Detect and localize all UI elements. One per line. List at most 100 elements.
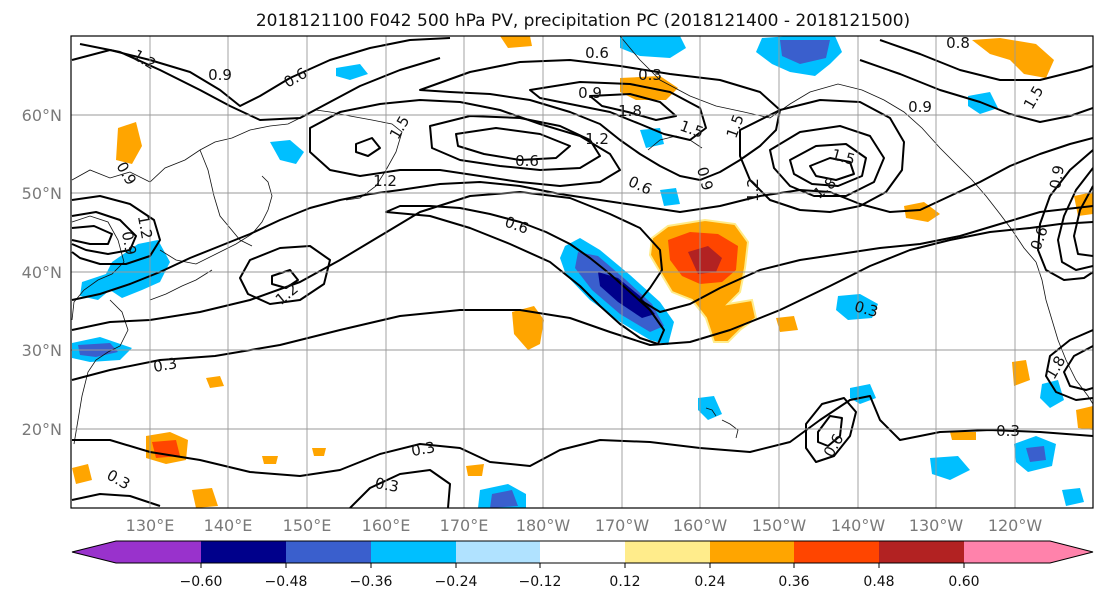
colorbar-segment [201,541,286,563]
pv-contour-line [1037,149,1093,281]
longitude-label: 150°W [752,516,807,535]
pv-contour-label: 0.3 [852,297,880,321]
pv-contour-line [239,245,331,305]
longitude-label: 130°W [909,516,964,535]
latitude-label: 60°N [22,106,62,125]
pv-contour-label: 1.2 [585,130,609,148]
pv-contour-line [71,37,451,107]
pv-contour-line [529,81,707,141]
pv-contour-label: 0.3 [410,438,437,460]
pv-contour-label: 1.8 [618,102,642,120]
pv-contour-label: 0.6 [585,44,609,62]
precip-positive-area [466,464,484,476]
latitude-label: 30°N [22,341,62,360]
colorbar-tick-label: −0.48 [265,574,308,590]
latitude-label: 40°N [22,263,62,282]
colorbar-tick-label: −0.36 [350,574,393,590]
precip-positive-area [950,432,976,440]
pv-contour-line [1063,345,1093,391]
pv-contour-line [71,195,161,265]
colorbar-tick-label: 0.60 [948,574,979,590]
precip-positive-area [192,488,218,508]
pv-contour-line [355,137,381,157]
latitude-label: 20°N [22,420,62,439]
pv-contour-line [859,59,1093,123]
precip-negative-area [660,188,680,206]
colorbar-tick-label: 0.36 [778,574,809,590]
pv-contours [71,37,1093,508]
longitude-label: 170°W [595,516,650,535]
pv-contour-line [739,99,905,213]
precip-negative-peak [598,272,655,318]
pv-contour-label: 1.2 [744,178,762,202]
pv-contour-label: 1.2 [134,214,156,241]
pv-contour-line [79,43,441,121]
precip-positive-area [116,122,142,164]
colorbar-segment [710,541,794,563]
map-panel: 1.2 0.9 0.6 0.6 0.3 0.9 1.8 1.5 1.2 0.6 … [70,34,1094,509]
pv-contour-label: 0.3 [996,422,1020,440]
pv-contour-line [71,211,137,255]
pv-contour-line [1073,185,1093,257]
colorbar-segment [879,541,964,563]
pv-contour-label: 0.9 [208,66,232,84]
colorbar-segment [625,541,710,563]
coastline-hawaii [705,407,739,439]
colorbar-tick-label: 0.24 [694,574,725,590]
colorbar-segment [456,541,540,563]
coastline-north-america [1035,261,1093,405]
pv-contour-line [455,127,571,161]
longitude-label: 120°W [988,516,1043,535]
precip-positive-area [972,38,1054,78]
longitude-label: 150°E [283,516,332,535]
pv-contour-label: 0.9 [1046,164,1068,191]
pv-contour-label: 0.9 [693,165,717,193]
pv-contour-line [1057,167,1093,271]
pv-contour-line [71,221,1093,381]
longitude-label: 160°E [362,516,411,535]
colorbar-tick-label: −0.12 [519,574,562,590]
figure-title: 2018121100 F042 500 hPa PV, precipitatio… [256,11,910,31]
precip-negative-area [930,456,970,480]
colorbar-tick-label: 0.48 [863,574,894,590]
colorbar-tick-label: 0.12 [609,574,640,590]
precip-negative-area [640,128,664,148]
longitude-label: 130°E [126,516,175,535]
pv-contour-line [349,469,451,508]
pv-contour-label: 0.3 [638,66,662,84]
pv-contour-line [879,39,1093,81]
pv-contour-line [429,115,601,171]
colorbar-segment [794,541,879,563]
colorbar: −0.60 −0.48 −0.36 −0.24 −0.12 0.12 0.24 … [71,540,1094,590]
precip-negative-core [780,40,830,64]
longitude-label: 170°E [440,516,489,535]
pv-contour-line [1045,329,1093,401]
colorbar-extend-low [72,541,201,563]
precip-positive-area [512,306,544,350]
colorbar-extend-high [964,541,1093,563]
pv-contour-line [72,395,1093,477]
precip-positive-area [262,456,278,464]
precip-negative-area [80,240,170,300]
pv-contour-line [805,397,857,463]
colorbar-segment [286,541,371,563]
pv-contour-label: 0.3 [152,354,179,376]
pv-contour-line [809,157,855,181]
colorbar-segment [371,541,456,563]
pv-contour-line [71,493,161,507]
precip-positive-area [1076,406,1093,430]
pv-contour-line [71,225,113,245]
map-frame [70,35,1094,509]
precip-negative-core [1026,446,1046,462]
colorbar-outline [71,540,1094,564]
precip-positive-area [500,36,532,48]
pv-contour-line [789,143,867,187]
precip-positive-area [776,316,798,332]
pv-contour-label: 0.9 [908,98,932,116]
precip-negative-area [698,396,722,420]
colorbar-segment [540,541,625,563]
longitude-label: 140°E [204,516,253,535]
latitude-label: 50°N [22,184,62,203]
pv-contour-line [385,205,665,345]
